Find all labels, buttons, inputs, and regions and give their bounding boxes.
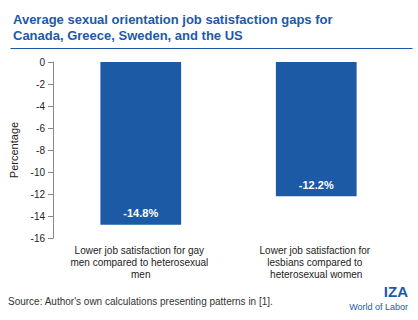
svg-text:-2: -2: [36, 79, 45, 90]
svg-text:-14: -14: [31, 211, 46, 222]
svg-text:men: men: [131, 269, 150, 280]
svg-text:-12: -12: [31, 189, 46, 200]
svg-text:-16: -16: [31, 233, 46, 244]
svg-text:Lower job satisfaction for gay: Lower job satisfaction for gay: [75, 245, 207, 256]
svg-text:-10: -10: [31, 167, 46, 178]
svg-text:-8: -8: [36, 145, 45, 156]
svg-text:Average sexual orientation job: Average sexual orientation job satisfact…: [13, 12, 336, 27]
svg-text:men compared to heterosexual: men compared to heterosexual: [70, 257, 211, 268]
svg-text:IZA: IZA: [384, 283, 408, 300]
svg-text:-4: -4: [36, 101, 45, 112]
svg-text:Source: Author's own calculati: Source: Author's own calculations presen…: [8, 296, 273, 307]
svg-text:heterosexual women: heterosexual women: [270, 269, 362, 280]
svg-text:0: 0: [39, 57, 45, 68]
svg-text:Lower job satisfaction for: Lower job satisfaction for: [260, 245, 373, 256]
svg-text:-14.8%: -14.8%: [123, 207, 158, 219]
svg-text:-12.2%: -12.2%: [299, 179, 334, 191]
svg-text:Canada, Greece, Sweden, and th: Canada, Greece, Sweden, and the US: [13, 28, 243, 43]
svg-text:-6: -6: [36, 123, 45, 134]
svg-text:Percentage: Percentage: [8, 122, 20, 178]
svg-text:World of Labor: World of Labor: [349, 302, 408, 312]
svg-text:lesbians compared to: lesbians compared to: [267, 257, 365, 268]
